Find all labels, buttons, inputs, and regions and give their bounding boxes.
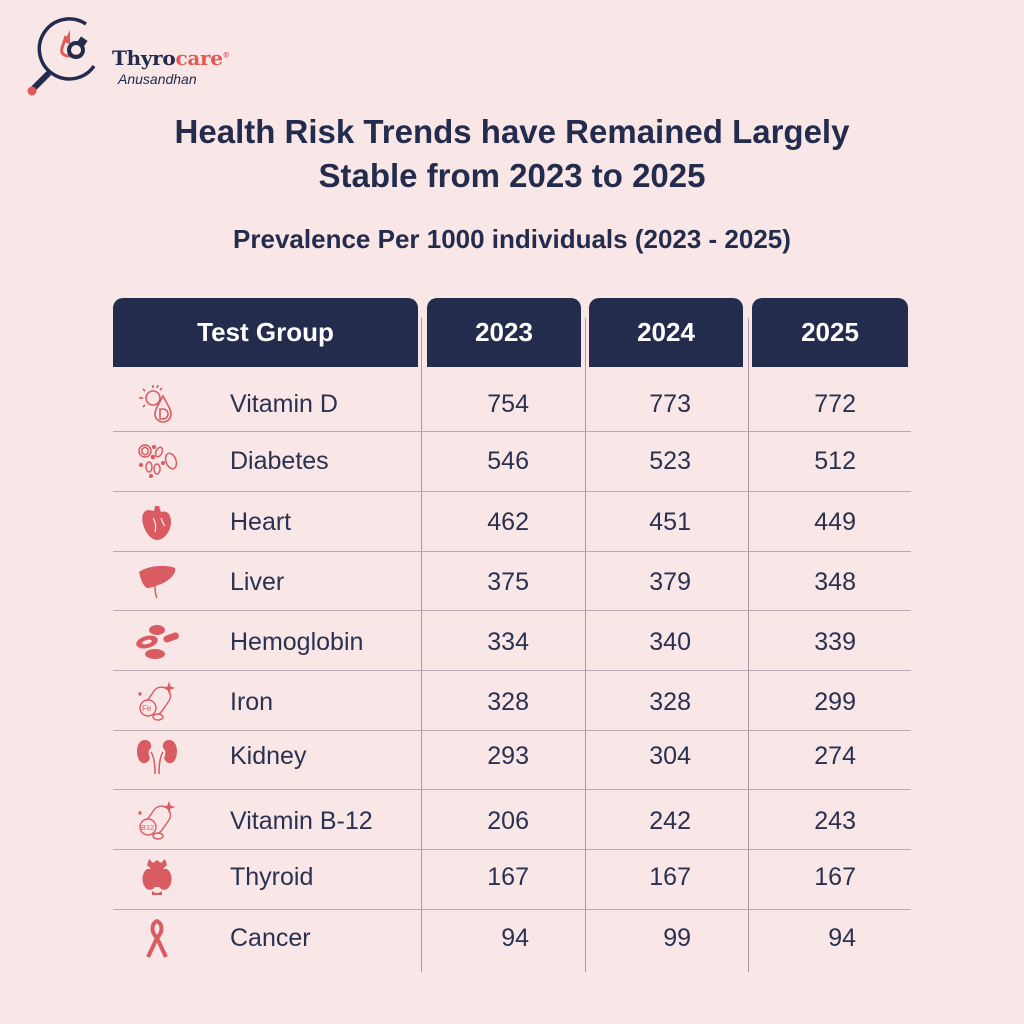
value-2025: 94: [828, 924, 856, 952]
value-2024: 773: [649, 390, 691, 418]
value-2025: 339: [814, 628, 856, 656]
hemoglobin-icon: [135, 620, 179, 664]
header-test-group: Test Group: [113, 298, 418, 367]
table-row: Liver 375 379 348: [113, 554, 911, 610]
value-2023: 94: [501, 924, 529, 952]
value-2025: 299: [814, 688, 856, 716]
magnifier-icon: [27, 17, 96, 96]
value-2024: 242: [649, 807, 691, 835]
column-divider: [585, 318, 586, 972]
liver-icon: [135, 560, 179, 604]
value-2023: 293: [487, 742, 529, 770]
kidney-icon: [135, 734, 179, 778]
iron-icon: Fe: [135, 680, 179, 724]
row-divider: [113, 849, 911, 850]
row-label: Cancer: [230, 924, 311, 952]
page-title: Health Risk Trends have Remained Largely…: [0, 110, 1024, 198]
table-subtitle: Prevalence Per 1000 individuals (2023 - …: [233, 224, 791, 254]
value-2023: 206: [487, 807, 529, 835]
logo-brand-name: Thyrocare®: [112, 46, 230, 70]
row-divider: [113, 909, 911, 910]
row-label: Thyroid: [230, 863, 314, 891]
value-2024: 379: [649, 568, 691, 596]
column-divider: [421, 318, 422, 972]
row-divider: [113, 730, 911, 731]
cancer-ribbon-icon: [135, 916, 179, 960]
row-label: Kidney: [230, 742, 307, 770]
value-2023: 375: [487, 568, 529, 596]
heart-icon: [135, 500, 179, 544]
page-title-line1: Health Risk Trends have Remained Largely: [174, 113, 850, 150]
header-2025: 2025: [752, 298, 908, 367]
table-row: Fe Iron 328 328 299: [113, 674, 911, 730]
thyrocare-anusandhan-logo: Thyrocare® Anusandhan: [24, 14, 230, 100]
value-2024: 340: [649, 628, 691, 656]
row-divider: [113, 491, 911, 492]
value-2023: 167: [487, 863, 529, 891]
value-2023: 334: [487, 628, 529, 656]
row-label: Iron: [230, 688, 274, 716]
header-2023: 2023: [427, 298, 581, 367]
thyroid-icon: [135, 855, 179, 899]
value-2024: 523: [649, 447, 691, 475]
value-2025: 274: [814, 742, 856, 770]
table-row: Kidney 293 304 274: [113, 728, 911, 784]
value-2023: 462: [487, 508, 529, 536]
value-2024: 451: [649, 508, 691, 536]
table-row: Vitamin D 754 773 772: [113, 376, 911, 432]
value-2024: 304: [649, 742, 691, 770]
logo-subtitle: Anusandhan: [118, 71, 197, 87]
vitamin-d-icon: [135, 382, 179, 426]
row-label: Hemoglobin: [230, 628, 364, 656]
svg-text:Fe: Fe: [142, 704, 152, 713]
value-2023: 546: [487, 447, 529, 475]
table-row: Cancer 94 99 94: [113, 910, 911, 966]
row-divider: [113, 610, 911, 611]
row-label: Diabetes: [230, 447, 329, 475]
value-2025: 243: [814, 807, 856, 835]
svg-text:B12: B12: [141, 823, 154, 832]
row-divider: [113, 431, 911, 432]
row-divider: [113, 789, 911, 790]
registered-mark: ®: [222, 50, 230, 60]
value-2025: 167: [814, 863, 856, 891]
value-2024: 99: [663, 924, 691, 952]
header-2024: 2024: [589, 298, 743, 367]
row-label: Vitamin D: [230, 390, 338, 418]
logo-brand-part1: Thyro: [112, 46, 176, 70]
column-divider: [748, 318, 749, 972]
row-label: Heart: [230, 508, 292, 536]
table-row: Hemoglobin 334 340 339: [113, 614, 911, 670]
value-2025: 772: [814, 390, 856, 418]
row-label: Liver: [230, 568, 285, 596]
table-row: B12 Vitamin B-12 206 242 243: [113, 793, 911, 849]
value-2025: 449: [814, 508, 856, 536]
table-row: Thyroid 167 167 167: [113, 849, 911, 905]
value-2025: 512: [814, 447, 856, 475]
row-divider: [113, 670, 911, 671]
logo-brand-part2: care: [175, 46, 223, 70]
value-2023: 754: [487, 390, 529, 418]
vitamin-b12-icon: B12: [135, 799, 179, 843]
value-2025: 348: [814, 568, 856, 596]
value-2023: 328: [487, 688, 529, 716]
page-title-line2: Stable from 2023 to 2025: [318, 157, 706, 194]
table-row: Diabetes 546 523 512: [113, 433, 911, 489]
table-row: Heart 462 451 449: [113, 494, 911, 550]
row-divider: [113, 551, 911, 552]
value-2024: 167: [649, 863, 691, 891]
value-2024: 328: [649, 688, 691, 716]
diabetes-icon: [135, 439, 179, 483]
row-label: Vitamin B-12: [230, 807, 373, 835]
